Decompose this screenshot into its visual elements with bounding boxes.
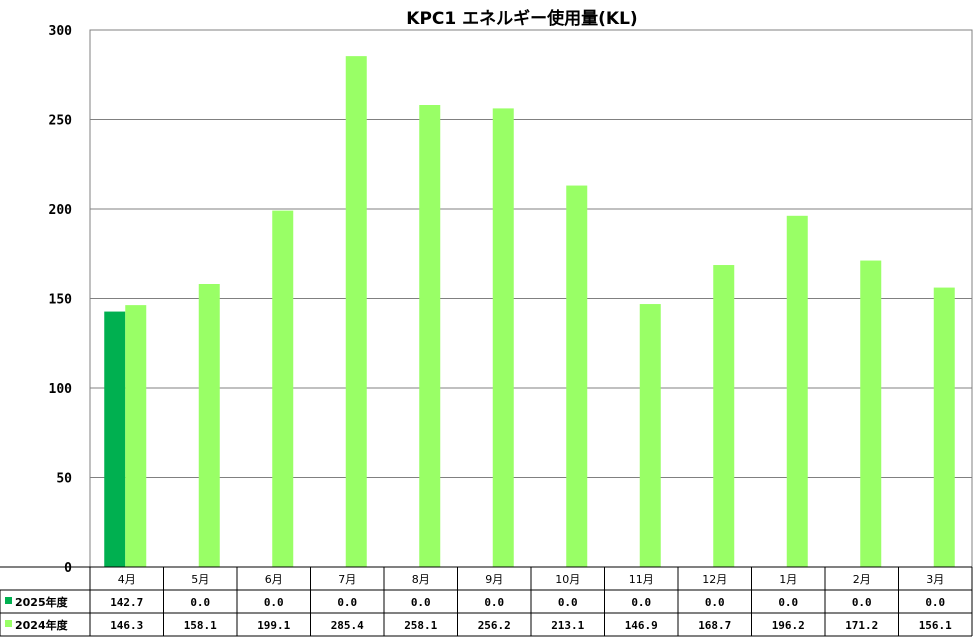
x-tick-label: 1月 xyxy=(779,573,797,586)
data-label: 0.0 xyxy=(852,596,872,609)
data-label: 213.1 xyxy=(551,619,584,632)
data-label: 0.0 xyxy=(484,596,504,609)
data-label: 146.9 xyxy=(625,619,658,632)
x-tick-label: 10月 xyxy=(555,573,580,586)
data-label: 0.0 xyxy=(264,596,284,609)
x-tick-label: 4月 xyxy=(118,573,136,586)
bar-fy2024-9 xyxy=(713,265,735,567)
data-label: 0.0 xyxy=(778,596,798,609)
data-label: 258.1 xyxy=(404,619,437,632)
y-tick-label: 200 xyxy=(49,203,73,218)
bar-fy2024-11 xyxy=(860,260,882,567)
chart-title: KPC1 エネルギー使用量(KL) xyxy=(406,8,637,29)
y-tick-label: 150 xyxy=(49,293,73,308)
bars xyxy=(104,56,955,567)
bar-fy2024-2 xyxy=(198,284,220,567)
data-label: 171.2 xyxy=(845,619,878,632)
bar-fy2025-1 xyxy=(104,311,126,567)
data-label: 196.2 xyxy=(772,619,805,632)
bar-fy2024-5 xyxy=(419,105,441,567)
x-tick-label: 8月 xyxy=(412,573,430,586)
bar-fy2024-7 xyxy=(566,185,588,567)
x-tick-label: 3月 xyxy=(926,573,944,586)
data-label: 0.0 xyxy=(337,596,357,609)
data-label: 0.0 xyxy=(925,596,945,609)
data-label: 0.0 xyxy=(558,596,578,609)
gridlines xyxy=(90,119,972,478)
legend-label: 2024年度 xyxy=(15,618,69,632)
x-tick-label: 12月 xyxy=(702,573,727,586)
data-label: 0.0 xyxy=(705,596,725,609)
data-label: 142.7 xyxy=(110,596,143,609)
legend-key-fy2025 xyxy=(5,597,12,604)
x-tick-label: 6月 xyxy=(265,573,283,586)
bar-fy2024-8 xyxy=(639,304,661,567)
data-label: 146.3 xyxy=(110,619,143,632)
bar-fy2024-4 xyxy=(345,56,367,567)
data-label: 199.1 xyxy=(257,619,290,632)
legend-label: 2025年度 xyxy=(15,595,69,609)
data-label: 0.0 xyxy=(631,596,651,609)
y-tick-label: 100 xyxy=(49,382,73,397)
data-label: 0.0 xyxy=(411,596,431,609)
y-tick-label: 300 xyxy=(49,24,73,39)
x-tick-label: 5月 xyxy=(191,573,209,586)
data-label: 256.2 xyxy=(478,619,511,632)
y-tick-label: 50 xyxy=(56,472,72,487)
bar-fy2024-10 xyxy=(786,215,808,567)
x-tick-label: 2月 xyxy=(853,573,871,586)
bar-fy2024-3 xyxy=(272,210,294,567)
y-tick-label: 0 xyxy=(64,561,72,576)
x-tick-label: 11月 xyxy=(629,573,654,586)
bar-fy2024-6 xyxy=(492,108,514,567)
data-label: 168.7 xyxy=(698,619,731,632)
data-label: 0.0 xyxy=(190,596,210,609)
y-axis: 0 50 100 150 200 250 300 xyxy=(49,24,73,576)
x-tick-label: 9月 xyxy=(485,573,503,586)
bar-fy2024-12 xyxy=(933,287,955,567)
bar-fy2024-1 xyxy=(125,305,147,567)
x-tick-label: 7月 xyxy=(338,573,356,586)
data-label: 158.1 xyxy=(184,619,217,632)
y-tick-label: 250 xyxy=(49,114,73,129)
data-table: 4月 5月 6月 7月 8月 9月 10月 11月 12月 1月 2月 3月 2025年度 142.7 0.… xyxy=(0,566,973,637)
data-label: 156.1 xyxy=(919,619,952,632)
data-label: 285.4 xyxy=(331,619,364,632)
legend-key-fy2024 xyxy=(5,620,12,627)
